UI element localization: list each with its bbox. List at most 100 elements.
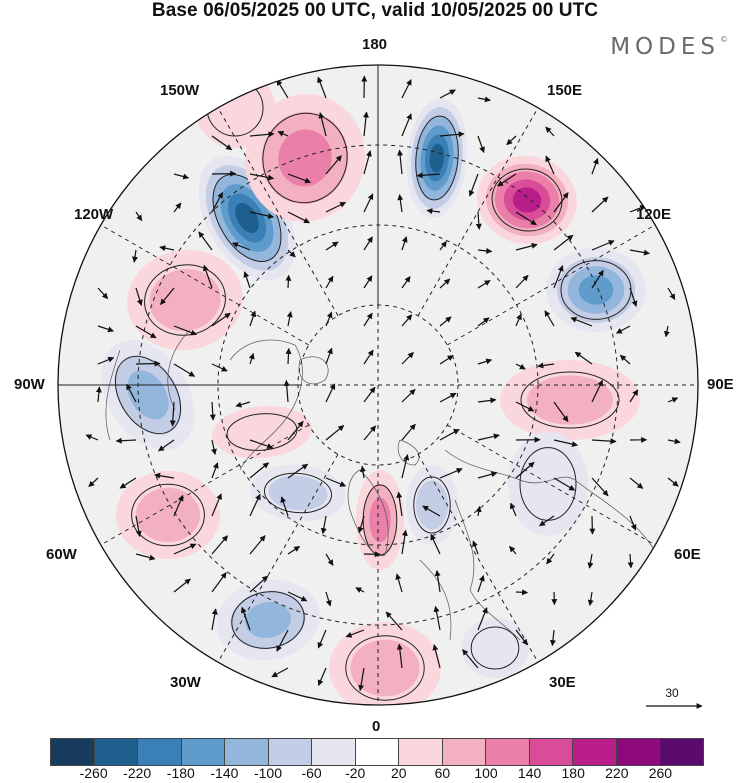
wind-arrow: [363, 193, 374, 213]
anomaly-contour: [235, 202, 259, 234]
wind-arrow: [158, 439, 175, 452]
wind-arrow: [629, 515, 637, 531]
streamline-contour: [345, 635, 425, 701]
wind-arrow: [546, 553, 555, 565]
anomaly-contour: [578, 275, 614, 305]
wind-arrow: [439, 240, 447, 251]
wind-arrow: [591, 196, 609, 213]
wind-arrow: [243, 271, 251, 289]
wind-arrow: [95, 386, 102, 403]
lon-label-90e: 90E: [707, 376, 734, 393]
wind-arrow: [211, 192, 224, 213]
wind-arrow: [537, 362, 555, 369]
wind-arrow: [549, 629, 556, 647]
wind-arrow: [249, 211, 275, 219]
legend-swatch: [51, 739, 95, 765]
legend-tick-label: 140: [517, 765, 542, 781]
wind-arrow: [357, 515, 365, 534]
wind-arrow: [477, 247, 493, 254]
wind-arrow: [439, 468, 463, 479]
streamline-contour: [263, 472, 333, 514]
wind-arrow: [287, 591, 308, 602]
wind-arrow: [515, 363, 526, 370]
wind-arrow: [477, 397, 497, 404]
wind-arrow: [515, 461, 535, 479]
wind-arrow: [287, 249, 296, 258]
anomaly-contour: [512, 187, 542, 213]
wind-arrow: [629, 287, 638, 307]
wind-arrow: [173, 578, 191, 593]
wind-arrow: [396, 643, 403, 669]
wind-arrow: [235, 401, 251, 408]
wind-arrow: [249, 173, 275, 181]
wind-arrow: [325, 311, 333, 327]
legend-swatch: [529, 739, 574, 765]
wind-arrow: [211, 439, 217, 455]
legend-tick-label: 180: [561, 765, 585, 781]
wind-arrow: [135, 325, 157, 339]
streamline-contour: [413, 476, 451, 534]
wind-arrow: [439, 316, 452, 327]
legend-tick-label: -20: [345, 765, 366, 781]
wind-arrow: [591, 269, 604, 289]
wind-arrow: [397, 149, 404, 175]
map-border: [57, 64, 699, 706]
wind-arrow: [325, 424, 345, 441]
wind-arrow: [286, 311, 293, 327]
wind-arrow: [285, 347, 292, 365]
streamline-contour: [491, 168, 563, 232]
streamline-contour: [520, 371, 620, 429]
wind-arrow: [432, 644, 441, 669]
wind-arrow: [472, 540, 479, 555]
wind-arrow: [363, 150, 372, 175]
coastlines: [105, 329, 661, 641]
reference-vector-value: 30: [665, 686, 679, 700]
wind-arrow: [629, 205, 647, 213]
wind-arrow: [317, 76, 327, 99]
anomaly-contour: [526, 375, 614, 425]
wind-arrow: [587, 591, 594, 606]
wind-arrow: [553, 192, 569, 213]
wind-arrow: [325, 383, 336, 403]
wind-arrow: [591, 438, 617, 445]
anomaly-contour: [136, 487, 200, 543]
coastline-eurasia: [419, 449, 661, 641]
wind-arrow: [422, 505, 441, 517]
wind-arrow: [545, 126, 555, 137]
wind-arrow: [401, 388, 416, 403]
wind-arrow: [211, 493, 222, 517]
wind-arrow: [430, 533, 441, 555]
legend-swatch: [399, 739, 443, 765]
wind-arrow: [439, 131, 465, 138]
reference-vector: 30: [640, 684, 704, 702]
wind-arrow: [249, 535, 266, 555]
anomaly-contour: [416, 480, 448, 530]
wind-arrow: [173, 543, 197, 555]
streamline-contour: [231, 591, 305, 649]
lon-label-180: 180: [362, 36, 388, 53]
meridian-line: [217, 107, 339, 316]
wind-arrow: [667, 397, 679, 403]
wind-arrow: [544, 310, 555, 327]
legend-swatch: [94, 739, 139, 765]
wind-arrow: [591, 240, 615, 251]
wind-arrow: [325, 155, 342, 175]
wind-arrow: [287, 463, 309, 479]
wind-arrow: [97, 287, 109, 300]
legend-tick-label: -60: [301, 765, 322, 781]
wind-arrow: [539, 515, 555, 527]
wind-arrow: [325, 477, 347, 487]
wind-arrow: [359, 465, 366, 479]
wind-arrow: [154, 472, 175, 479]
wind-arrow: [240, 606, 251, 631]
wind-arrow: [615, 325, 631, 334]
wind-arrow: [85, 434, 99, 441]
wind-arrow: [629, 249, 650, 256]
wind-arrow: [325, 553, 334, 566]
wind-arrow: [477, 607, 488, 631]
wind-arrow: [280, 496, 289, 517]
wind-arrow: [468, 173, 479, 197]
legend-swatch: [660, 739, 703, 765]
legend-swatch: [312, 739, 356, 765]
wind-arrow: [477, 574, 485, 593]
